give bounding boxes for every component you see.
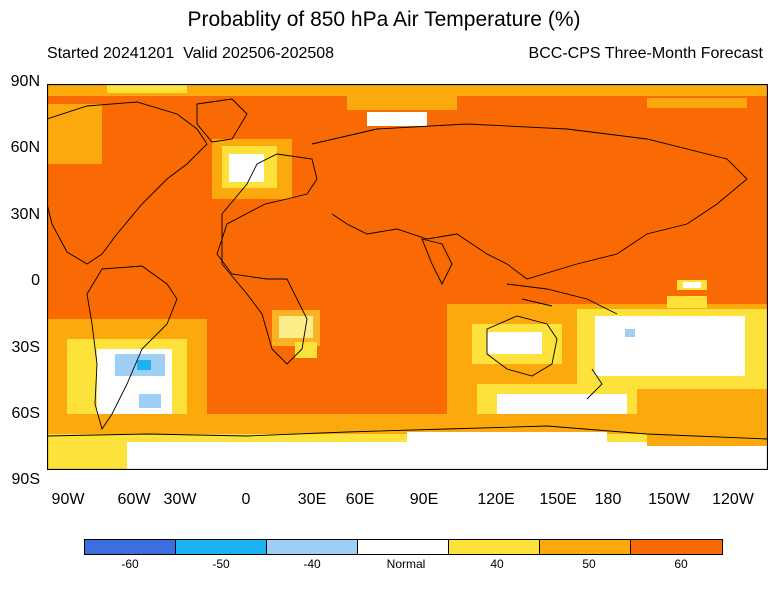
legend-swatch [267,540,358,554]
lon-label: 150W [648,491,690,508]
lon-label: 60W [117,491,151,508]
forecast-dates: Started 20241201 Valid 202506-202508 [47,45,335,62]
lon-label: 0 [241,491,251,508]
map-title: Probablity of 850 hPa Air Temperature (%… [187,8,581,31]
lat-label: 30S [11,339,40,356]
legend-label: 40 [490,557,504,571]
lon-label: 30E [297,491,327,508]
lon-label: 180 [594,491,622,508]
legend-label: -50 [212,557,230,571]
antarctica-coast [47,425,768,440]
lon-label: 90E [409,491,439,508]
legend-swatch [631,540,722,554]
legend-swatch [358,540,449,554]
south-america-coast [86,265,178,431]
australia-coast [486,315,558,377]
lat-label: 30N [10,206,40,223]
legend-label: -40 [303,557,321,571]
india-coast [421,238,453,286]
lon-label: 60E [345,491,375,508]
eurasia-coast [311,123,748,280]
legend-swatch [176,540,267,554]
legend-swatch [540,540,631,554]
legend-label: 50 [582,557,596,571]
probability-map [47,84,768,470]
new-zealand-coast [586,368,603,400]
legend-label: Normal [386,557,426,571]
indonesia-coast [506,283,618,315]
lon-label: 30W [163,491,197,508]
color-legend [84,539,723,555]
lat-label: 60N [10,139,40,156]
lat-label: 90S [11,471,40,488]
legend-swatch [449,540,540,554]
lat-label: 90N [10,73,40,90]
north-america-coast [47,101,208,265]
lon-label: 90W [51,491,85,508]
legend-swatch [85,540,176,554]
europe-africa-coast [216,153,318,365]
lon-label: 120E [477,491,515,508]
lat-label: 0 [31,272,40,289]
legend-label: 60 [674,557,688,571]
europe-region [212,139,292,199]
greenland-coast [196,98,248,143]
arctic-field [47,84,768,164]
legend-label: -60 [121,557,139,571]
coastlines [47,98,768,440]
lon-label: 150E [539,491,577,508]
lon-label: 120W [712,491,754,508]
antarctic-band [47,414,768,470]
lat-label: 60S [11,405,40,422]
model-name: BCC-CPS Three-Month Forecast [528,45,763,62]
